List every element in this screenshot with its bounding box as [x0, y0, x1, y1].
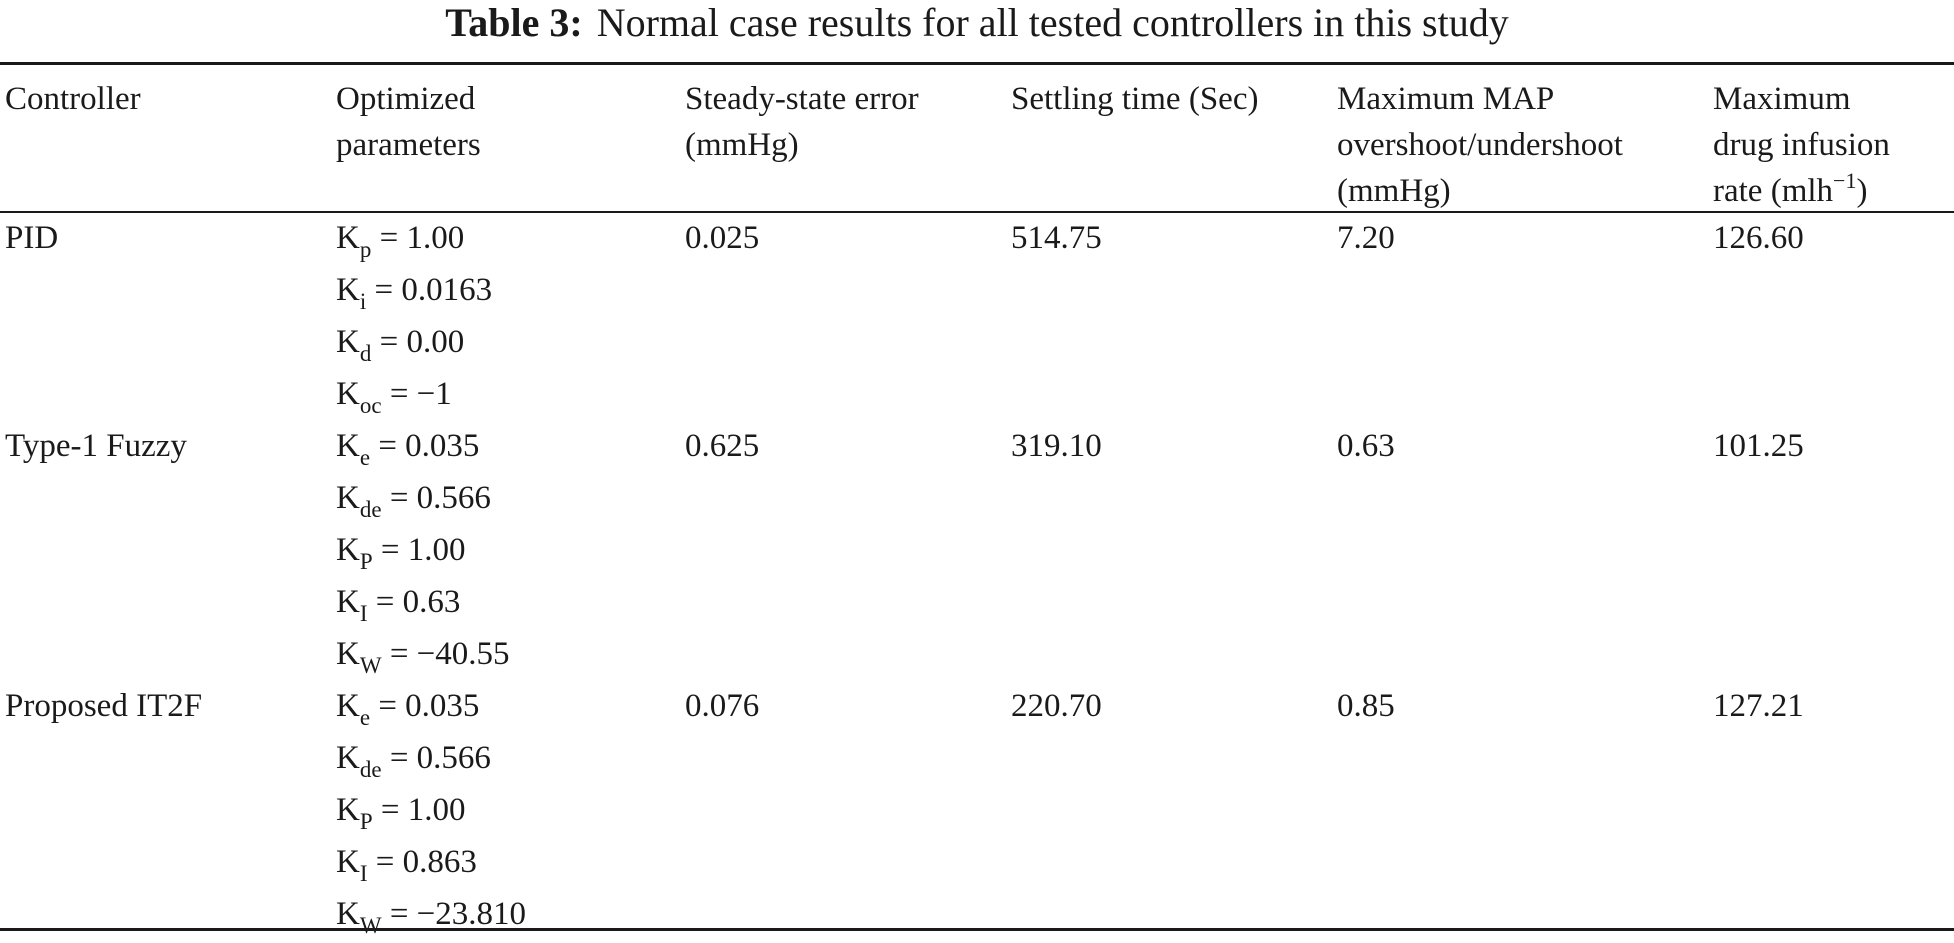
table-bottom-rule — [0, 928, 1954, 931]
row-it2f-controller: Proposed IT2F — [5, 688, 203, 724]
row-it2f-settling-time: 220.70 — [1011, 688, 1102, 724]
table-top-rule — [0, 62, 1954, 65]
param-line: Koc = −1 — [336, 376, 452, 418]
header-max-map: Maximum MAP overshoot/undershoot (mmHg) — [1337, 81, 1623, 209]
row-type1-settling-time: 319.10 — [1011, 428, 1102, 464]
table-header-rule — [0, 211, 1954, 213]
row-type1-controller: Type-1 Fuzzy — [5, 428, 187, 464]
param-line: Kd = 0.00 — [336, 324, 465, 366]
param-line: KI = 0.63 — [336, 584, 461, 626]
row-type1-steady-state-error: 0.625 — [685, 428, 760, 464]
param-line: Kde = 0.566 — [336, 480, 491, 522]
param-line: KW = −23.810 — [336, 896, 527, 938]
header-settling-time: Settling time (Sec) — [1011, 81, 1259, 117]
row-pid-parameters: Kp = 1.00 Ki = 0.0163 Kd = 0.00 Koc = −1 — [336, 215, 492, 423]
param-line: Kp = 1.00 — [336, 220, 465, 262]
header-max-drug-infusion: Maximum drug infusion rate (mlh−1) — [1713, 81, 1890, 209]
header-optimized-parameters: Optimized parameters — [336, 81, 481, 163]
param-line: KP = 1.00 — [336, 532, 466, 574]
param-line: KW = −40.55 — [336, 636, 510, 678]
row-it2f-max-drug: 127.21 — [1713, 688, 1804, 724]
table-caption: Table 3: Normal case results for all test… — [0, 0, 1954, 56]
header-controller: Controller — [5, 81, 141, 117]
row-type1-max-map: 0.63 — [1337, 428, 1395, 464]
table-caption-label: Table 3: — [445, 0, 583, 45]
row-it2f-steady-state-error: 0.076 — [685, 688, 760, 724]
row-type1-max-drug: 101.25 — [1713, 428, 1804, 464]
row-pid-controller: PID — [5, 220, 59, 256]
param-line: Ke = 0.035 — [336, 688, 480, 730]
row-type1-parameters: Ke = 0.035 Kde = 0.566 KP = 1.00 KI = 0.… — [336, 423, 510, 683]
row-pid-max-drug: 126.60 — [1713, 220, 1804, 256]
param-line: Ki = 0.0163 — [336, 272, 493, 314]
row-pid-max-map: 7.20 — [1337, 220, 1395, 256]
row-it2f-parameters: Ke = 0.035 Kde = 0.566 KP = 1.00 KI = 0.… — [336, 683, 526, 943]
row-pid-steady-state-error: 0.025 — [685, 220, 760, 256]
header-steady-state-error: Steady-state error (mmHg) — [685, 81, 919, 163]
param-line: Kde = 0.566 — [336, 740, 491, 782]
row-pid-settling-time: 514.75 — [1011, 220, 1102, 256]
row-it2f-max-map: 0.85 — [1337, 688, 1395, 724]
table-caption-text: Normal case results for all tested contr… — [596, 0, 1509, 45]
param-line: KI = 0.863 — [336, 844, 477, 886]
param-line: Ke = 0.035 — [336, 428, 480, 470]
param-line: KP = 1.00 — [336, 792, 466, 834]
